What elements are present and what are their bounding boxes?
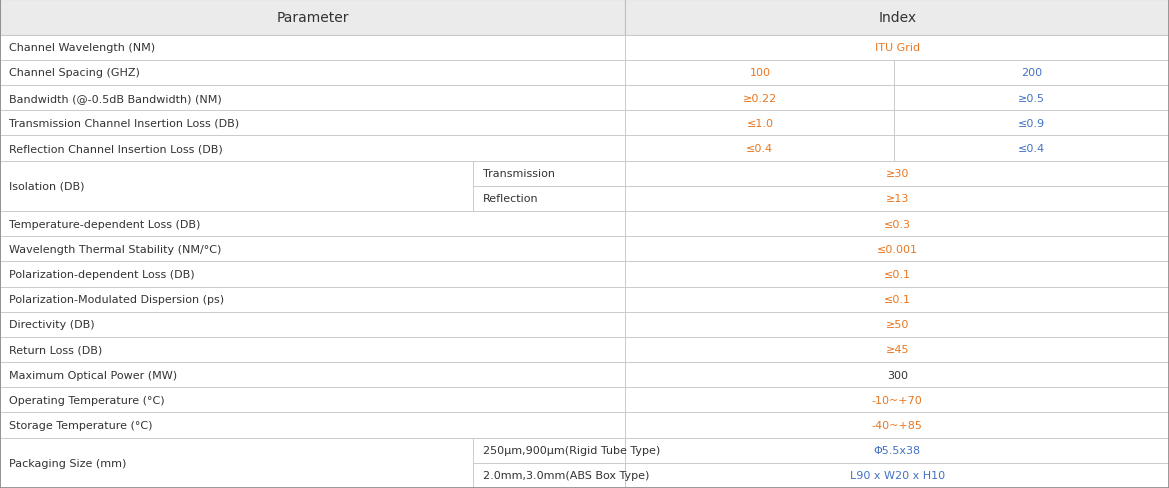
Bar bbox=[0, 61, 625, 86]
Bar bbox=[625, 438, 1169, 463]
Text: Operating Temperature (°C): Operating Temperature (°C) bbox=[9, 395, 165, 405]
Text: Channel Spacing (GHZ): Channel Spacing (GHZ) bbox=[9, 68, 140, 78]
Bar bbox=[894, 136, 1169, 161]
Text: ≤0.001: ≤0.001 bbox=[877, 244, 918, 254]
Text: Reflection Channel Insertion Loss (DB): Reflection Channel Insertion Loss (DB) bbox=[9, 144, 223, 154]
Bar bbox=[625, 36, 1169, 61]
Bar bbox=[625, 111, 894, 136]
Bar bbox=[625, 86, 894, 111]
Bar bbox=[0, 0, 625, 36]
Text: ≥0.5: ≥0.5 bbox=[1018, 94, 1045, 103]
Text: Packaging Size (mm): Packaging Size (mm) bbox=[9, 458, 126, 468]
Text: ≤1.0: ≤1.0 bbox=[746, 119, 774, 128]
Text: ≥30: ≥30 bbox=[886, 169, 908, 179]
Text: ≥45: ≥45 bbox=[885, 345, 909, 355]
Bar bbox=[625, 162, 1169, 186]
Text: Directivity (DB): Directivity (DB) bbox=[9, 320, 95, 329]
Text: -40~+85: -40~+85 bbox=[872, 420, 922, 430]
Bar bbox=[625, 337, 1169, 362]
Text: 2.0mm,3.0mm(ABS Box Type): 2.0mm,3.0mm(ABS Box Type) bbox=[483, 470, 649, 480]
Bar bbox=[0, 387, 625, 413]
Text: ≥50: ≥50 bbox=[886, 320, 908, 329]
Text: Maximum Optical Power (MW): Maximum Optical Power (MW) bbox=[9, 370, 178, 380]
Bar bbox=[625, 186, 1169, 212]
Bar bbox=[0, 86, 625, 111]
Text: ITU Grid: ITU Grid bbox=[874, 43, 920, 53]
Text: L90 x W20 x H10: L90 x W20 x H10 bbox=[850, 470, 945, 480]
Bar bbox=[625, 212, 1169, 237]
Bar bbox=[0, 36, 625, 61]
Text: ≤0.3: ≤0.3 bbox=[884, 219, 911, 229]
Bar bbox=[625, 362, 1169, 387]
Text: 300: 300 bbox=[887, 370, 907, 380]
Bar bbox=[473, 438, 625, 463]
Bar bbox=[0, 337, 625, 362]
Bar bbox=[894, 61, 1169, 86]
Text: Isolation (DB): Isolation (DB) bbox=[9, 182, 85, 191]
Bar bbox=[473, 186, 625, 212]
Text: Φ5.5x38: Φ5.5x38 bbox=[873, 446, 921, 455]
Bar bbox=[625, 136, 894, 161]
Text: Transmission Channel Insertion Loss (DB): Transmission Channel Insertion Loss (DB) bbox=[9, 119, 240, 128]
Text: Index: Index bbox=[878, 11, 916, 25]
Bar bbox=[625, 413, 1169, 438]
Text: 100: 100 bbox=[749, 68, 770, 78]
Bar bbox=[625, 312, 1169, 337]
Text: Return Loss (DB): Return Loss (DB) bbox=[9, 345, 103, 355]
Bar bbox=[625, 237, 1169, 262]
Bar bbox=[625, 287, 1169, 312]
Text: 200: 200 bbox=[1021, 68, 1043, 78]
Text: 250μm,900μm(Rigid Tube Type): 250μm,900μm(Rigid Tube Type) bbox=[483, 446, 660, 455]
Bar bbox=[0, 162, 473, 212]
Text: Storage Temperature (°C): Storage Temperature (°C) bbox=[9, 420, 153, 430]
Text: Wavelength Thermal Stability (NM/°C): Wavelength Thermal Stability (NM/°C) bbox=[9, 244, 222, 254]
Text: ≤0.4: ≤0.4 bbox=[1018, 144, 1045, 154]
Bar bbox=[473, 162, 625, 186]
Text: Parameter: Parameter bbox=[276, 11, 350, 25]
Text: ≤0.9: ≤0.9 bbox=[1018, 119, 1045, 128]
Bar bbox=[894, 111, 1169, 136]
Text: Transmission: Transmission bbox=[483, 169, 555, 179]
Text: ≤0.1: ≤0.1 bbox=[884, 269, 911, 279]
Bar bbox=[625, 61, 894, 86]
Bar bbox=[894, 86, 1169, 111]
Bar bbox=[0, 237, 625, 262]
Text: Polarization-Modulated Dispersion (ps): Polarization-Modulated Dispersion (ps) bbox=[9, 295, 224, 305]
Text: Channel Wavelength (NM): Channel Wavelength (NM) bbox=[9, 43, 155, 53]
Bar bbox=[625, 0, 1169, 36]
Bar bbox=[0, 312, 625, 337]
Text: ≥13: ≥13 bbox=[886, 194, 908, 204]
Bar bbox=[0, 362, 625, 387]
Bar bbox=[0, 262, 625, 287]
Bar bbox=[625, 463, 1169, 488]
Text: Bandwidth (@-0.5dB Bandwidth) (NM): Bandwidth (@-0.5dB Bandwidth) (NM) bbox=[9, 94, 222, 103]
Text: ≤0.1: ≤0.1 bbox=[884, 295, 911, 305]
Bar bbox=[625, 262, 1169, 287]
Bar bbox=[0, 212, 625, 237]
Bar bbox=[0, 136, 625, 161]
Text: Polarization-dependent Loss (DB): Polarization-dependent Loss (DB) bbox=[9, 269, 195, 279]
Bar bbox=[625, 387, 1169, 413]
Bar bbox=[473, 463, 625, 488]
Bar bbox=[0, 413, 625, 438]
Text: ≥0.22: ≥0.22 bbox=[742, 94, 777, 103]
Text: -10~+70: -10~+70 bbox=[872, 395, 922, 405]
Text: ≤0.4: ≤0.4 bbox=[746, 144, 774, 154]
Text: Reflection: Reflection bbox=[483, 194, 539, 204]
Bar bbox=[0, 111, 625, 136]
Text: Temperature-dependent Loss (DB): Temperature-dependent Loss (DB) bbox=[9, 219, 201, 229]
Bar bbox=[0, 287, 625, 312]
Bar bbox=[0, 438, 473, 488]
